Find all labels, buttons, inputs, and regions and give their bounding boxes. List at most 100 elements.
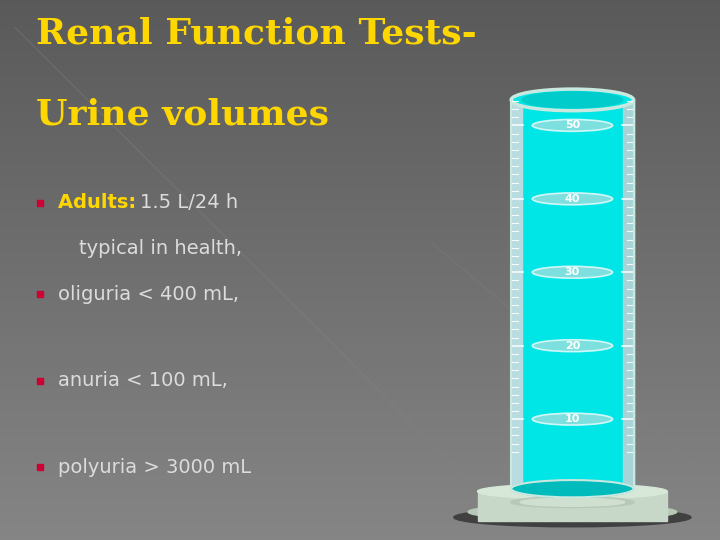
Bar (0, 130, 720, 132)
Bar (0, 424, 720, 427)
Bar (0, 305, 720, 308)
Bar (0, 500, 720, 502)
Bar (0, 300, 720, 302)
Bar (0, 251, 720, 254)
Bar (477, 491, 667, 521)
Bar (0, 157, 720, 159)
Bar (0, 478, 720, 481)
Bar (0, 497, 720, 500)
Bar (0, 208, 720, 211)
Bar (0, 68, 720, 70)
Bar (0, 92, 720, 94)
Bar (0, 138, 720, 140)
Bar (0, 532, 720, 535)
Bar (0, 494, 720, 497)
Bar (0, 124, 720, 127)
Bar (0, 194, 720, 197)
Bar (0, 340, 720, 343)
Bar (0, 186, 720, 189)
Bar (0, 221, 720, 224)
Bar (0, 502, 720, 505)
Bar (0, 146, 720, 148)
Bar (0, 170, 720, 173)
Bar (0, 14, 720, 16)
Bar (0, 367, 720, 370)
Bar (0, 38, 720, 40)
Bar (511, 100, 522, 489)
Bar (0, 327, 720, 329)
Bar (0, 273, 720, 275)
Bar (0, 105, 720, 108)
Bar (0, 70, 720, 73)
Bar (0, 189, 720, 192)
Bar (0, 416, 720, 418)
Bar (0, 200, 720, 202)
Bar (0, 278, 720, 281)
Bar (0, 437, 720, 440)
Bar (623, 100, 634, 489)
Bar (0, 78, 720, 81)
Bar (0, 243, 720, 246)
Bar (0, 100, 720, 103)
Bar (0, 219, 720, 221)
Bar (0, 205, 720, 208)
Bar (0, 132, 720, 135)
Text: Adults:: Adults: (58, 193, 143, 212)
Bar (0, 22, 720, 24)
Bar (0, 386, 720, 389)
Bar (0, 464, 720, 467)
Text: 50: 50 (564, 120, 580, 130)
Bar (0, 456, 720, 459)
Bar (0, 184, 720, 186)
Bar (0, 240, 720, 243)
Bar (0, 440, 720, 443)
Bar (0, 472, 720, 475)
Bar (0, 413, 720, 416)
Bar (0, 375, 720, 378)
Bar (0, 321, 720, 324)
Bar (0, 235, 720, 238)
Bar (0, 27, 720, 30)
Bar (0, 313, 720, 316)
Bar (0, 59, 720, 62)
Bar (0, 448, 720, 451)
Bar (0, 127, 720, 130)
Bar (0, 348, 720, 351)
Bar (0, 176, 720, 178)
Bar (0, 54, 720, 57)
Bar (0, 43, 720, 46)
Bar (522, 100, 623, 489)
Bar (0, 329, 720, 332)
Bar (0, 351, 720, 354)
Bar (0, 35, 720, 38)
Bar (0, 227, 720, 229)
Bar (0, 308, 720, 310)
Bar (0, 46, 720, 49)
Bar (0, 97, 720, 100)
Bar (0, 173, 720, 176)
Bar (0, 256, 720, 259)
Bar (0, 483, 720, 486)
Bar (0, 16, 720, 19)
Bar (0, 526, 720, 529)
Bar (0, 202, 720, 205)
Bar (0, 402, 720, 405)
Ellipse shape (468, 504, 677, 520)
Bar (0, 84, 720, 86)
Bar (0, 8, 720, 11)
Ellipse shape (532, 266, 613, 278)
Text: 20: 20 (564, 341, 580, 350)
Bar (0, 11, 720, 14)
Ellipse shape (522, 92, 623, 108)
Bar (0, 335, 720, 338)
Text: 30: 30 (564, 267, 580, 277)
Bar (0, 211, 720, 213)
Bar (0, 284, 720, 286)
Ellipse shape (510, 497, 634, 508)
Bar (0, 32, 720, 35)
Bar (0, 356, 720, 359)
Bar (0, 429, 720, 432)
Bar (0, 267, 720, 270)
Bar (0, 89, 720, 92)
Bar (0, 281, 720, 284)
